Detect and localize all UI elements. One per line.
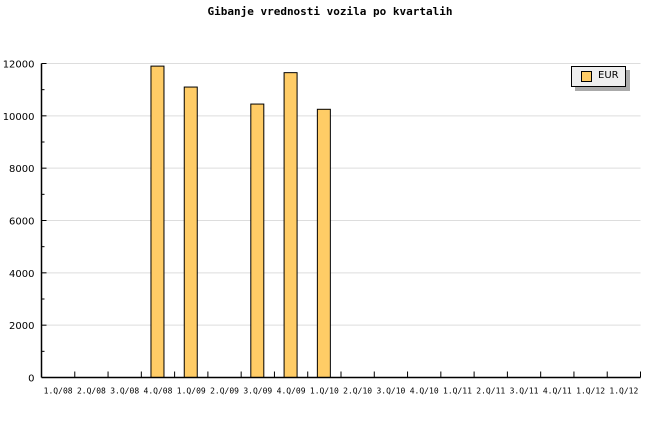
y-tick-label: 12000 xyxy=(3,60,35,71)
x-tick-label: 4.Q/09 xyxy=(277,387,306,396)
x-tick-label: 1.Q/11 xyxy=(443,387,472,396)
x-tick-label: 1.Q/12 xyxy=(609,387,638,396)
legend-swatch xyxy=(581,71,592,82)
y-tick-label: 8000 xyxy=(9,164,34,175)
x-tick-label: 4.Q/11 xyxy=(543,387,572,396)
legend-label: EUR xyxy=(598,70,619,81)
bar-1.Q/09 xyxy=(183,86,198,379)
y-tick-label: 10000 xyxy=(3,112,35,123)
y-tick-label: 6000 xyxy=(9,217,34,228)
chart-title: Gibanje vrednosti vozila po kvartalih xyxy=(207,5,453,18)
x-tick-label: 1.Q/09 xyxy=(177,387,206,396)
x-tick-label: 2.Q/08 xyxy=(77,387,106,396)
legend: EUR xyxy=(571,66,626,87)
y-tick-label: 2000 xyxy=(9,321,34,332)
x-tick-label: 2.Q/11 xyxy=(476,387,505,396)
y-tick-label: 4000 xyxy=(9,269,34,280)
x-tick-label: 2.Q/10 xyxy=(343,387,372,396)
x-tick-label: 3.Q/09 xyxy=(243,387,272,396)
bar-3.Q/09 xyxy=(250,103,265,379)
x-tick-label: 3.Q/08 xyxy=(110,387,139,396)
x-tick-label: 2.Q/09 xyxy=(210,387,239,396)
bar-1.Q/10 xyxy=(316,108,331,379)
x-tick-label: 3.Q/11 xyxy=(510,387,539,396)
x-tick-label: 1.Q/08 xyxy=(44,387,73,396)
x-tick-label: 4.Q/10 xyxy=(410,387,439,396)
bar-4.Q/08 xyxy=(150,65,165,378)
x-tick-label: 3.Q/10 xyxy=(376,387,405,396)
bar-4.Q/09 xyxy=(283,72,298,379)
x-tick-label: 1.Q/12 xyxy=(576,387,605,396)
x-tick-label: 4.Q/08 xyxy=(144,387,173,396)
x-tick-label: 1.Q/10 xyxy=(310,387,339,396)
y-tick-label: 0 xyxy=(28,374,34,385)
